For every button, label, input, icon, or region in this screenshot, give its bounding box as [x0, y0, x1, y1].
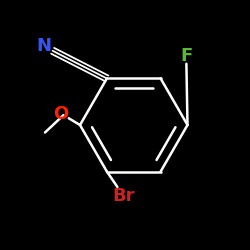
Text: N: N	[36, 37, 51, 55]
Text: O: O	[54, 105, 69, 123]
Text: Br: Br	[112, 187, 135, 205]
Text: F: F	[180, 47, 192, 65]
